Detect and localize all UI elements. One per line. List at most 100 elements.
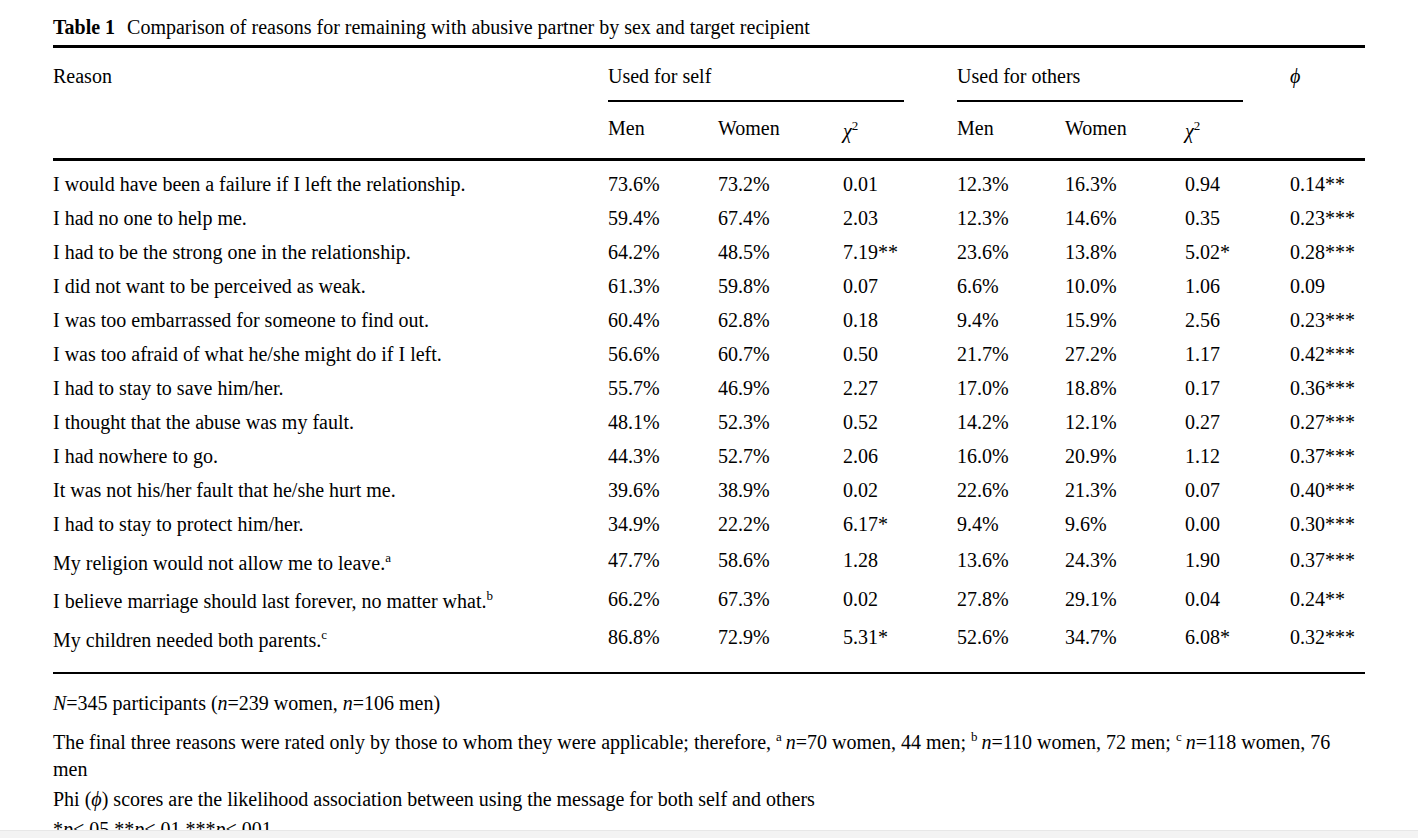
self-men-cell: 44.3% — [608, 439, 718, 473]
reason-cell: It was not his/her fault that he/she hur… — [53, 473, 608, 507]
self-women-cell: 52.3% — [718, 405, 843, 439]
self-men-cell: 60.4% — [608, 303, 718, 337]
self-chi-square-cell: 0.02 — [843, 579, 957, 618]
others-women-cell: 29.1% — [1065, 579, 1185, 618]
self-women-cell: 62.8% — [718, 303, 843, 337]
table-row: I did not want to be perceived as weak.6… — [53, 269, 1365, 303]
others-women-cell: 27.2% — [1065, 337, 1185, 371]
others-chi-square-cell: 0.27 — [1185, 405, 1290, 439]
self-women-cell: 60.7% — [718, 337, 843, 371]
others-men-cell: 16.0% — [957, 439, 1065, 473]
reason-cell: I had to stay to protect him/her. — [53, 507, 608, 541]
reason-footnote-marker: c — [321, 627, 327, 642]
table-row: I had to stay to save him/her.55.7%46.9%… — [53, 371, 1365, 405]
self-chi-square-cell: 2.03 — [843, 201, 957, 235]
others-women-cell: 21.3% — [1065, 473, 1185, 507]
self-men-cell: 66.2% — [608, 579, 718, 618]
others-women-cell: 24.3% — [1065, 541, 1185, 580]
self-men-cell: 64.2% — [608, 235, 718, 269]
phi-cell: 0.09 — [1290, 269, 1365, 303]
others-chi-square-cell: 2.56 — [1185, 303, 1290, 337]
others-women-cell: 15.9% — [1065, 303, 1185, 337]
self-women-cell: 48.5% — [718, 235, 843, 269]
reason-cell: I had no one to help me. — [53, 201, 608, 235]
self-men-cell: 73.6% — [608, 159, 718, 201]
col-header-self-women: Women — [718, 102, 843, 159]
reason-cell: I thought that the abuse was my fault. — [53, 405, 608, 439]
others-women-cell: 10.0% — [1065, 269, 1185, 303]
footnote-sample-size: N=345 participants (n=239 women, n=106 m… — [53, 689, 1365, 717]
reason-footnote-marker: a — [385, 550, 391, 565]
col-header-self-chi-square: χ2 — [843, 102, 957, 159]
phi-cell: 0.14** — [1290, 159, 1365, 201]
others-women-cell: 13.8% — [1065, 235, 1185, 269]
self-men-cell: 34.9% — [608, 507, 718, 541]
self-chi-square-cell: 0.07 — [843, 269, 957, 303]
self-women-cell: 46.9% — [718, 371, 843, 405]
reason-cell: I believe marriage should last forever, … — [53, 579, 608, 618]
table-title: Comparison of reasons for remaining with… — [127, 16, 810, 38]
table-row: I thought that the abuse was my fault.48… — [53, 405, 1365, 439]
reason-cell: I did not want to be perceived as weak. — [53, 269, 608, 303]
others-chi-square-cell: 0.00 — [1185, 507, 1290, 541]
others-men-cell: 21.7% — [957, 337, 1065, 371]
phi-cell: 0.36*** — [1290, 371, 1365, 405]
group-self-label: Used for self — [608, 65, 711, 87]
phi-cell: 0.28*** — [1290, 235, 1365, 269]
footnote-final-three-reasons: The final three reasons were rated only … — [53, 723, 1365, 784]
table-row: I would have been a failure if I left th… — [53, 159, 1365, 201]
others-chi-square-cell: 0.35 — [1185, 201, 1290, 235]
self-men-cell: 55.7% — [608, 371, 718, 405]
others-chi-square-cell: 0.17 — [1185, 371, 1290, 405]
reason-cell: I would have been a failure if I left th… — [53, 159, 608, 201]
self-women-cell: 67.4% — [718, 201, 843, 235]
self-chi-square-cell: 0.50 — [843, 337, 957, 371]
reason-cell: I had nowhere to go. — [53, 439, 608, 473]
self-women-cell: 72.9% — [718, 618, 843, 673]
others-women-cell: 34.7% — [1065, 618, 1185, 673]
reason-cell: I had to stay to save him/her. — [53, 371, 608, 405]
col-header-reason: Reason — [53, 47, 608, 160]
self-women-cell: 73.2% — [718, 159, 843, 201]
table-row: It was not his/her fault that he/she hur… — [53, 473, 1365, 507]
table-header: Reason Used for self Used for others ϕ M… — [53, 47, 1365, 160]
phi-cell: 0.27*** — [1290, 405, 1365, 439]
col-group-used-for-others: Used for others — [957, 47, 1290, 103]
self-women-cell: 67.3% — [718, 579, 843, 618]
others-men-cell: 12.3% — [957, 201, 1065, 235]
table-number: Table 1 — [53, 16, 115, 38]
phi-cell: 0.23*** — [1290, 201, 1365, 235]
others-men-cell: 52.6% — [957, 618, 1065, 673]
others-chi-square-cell: 5.02* — [1185, 235, 1290, 269]
self-men-cell: 86.8% — [608, 618, 718, 673]
page-bottom-edge — [0, 830, 1418, 838]
self-chi-square-cell: 0.02 — [843, 473, 957, 507]
others-chi-square-cell: 0.94 — [1185, 159, 1290, 201]
self-women-cell: 52.7% — [718, 439, 843, 473]
table-row: My children needed both parents.c86.8%72… — [53, 618, 1365, 673]
others-chi-square-cell: 0.04 — [1185, 579, 1290, 618]
group-others-label: Used for others — [957, 65, 1080, 87]
table-row: I had no one to help me.59.4%67.4%2.0312… — [53, 201, 1365, 235]
others-men-cell: 22.6% — [957, 473, 1065, 507]
others-women-cell: 16.3% — [1065, 159, 1185, 201]
self-chi-square-cell: 7.19** — [843, 235, 957, 269]
table-row: I had nowhere to go.44.3%52.7%2.0616.0%2… — [53, 439, 1365, 473]
others-chi-square-cell: 1.90 — [1185, 541, 1290, 580]
col-header-phi: ϕ — [1290, 47, 1365, 160]
phi-cell: 0.32*** — [1290, 618, 1365, 673]
reason-footnote-marker: b — [486, 588, 493, 603]
reason-cell: My religion would not allow me to leave.… — [53, 541, 608, 580]
others-chi-square-cell: 1.17 — [1185, 337, 1290, 371]
self-chi-square-cell: 1.28 — [843, 541, 957, 580]
phi-cell: 0.23*** — [1290, 303, 1365, 337]
self-men-cell: 47.7% — [608, 541, 718, 580]
others-men-cell: 9.4% — [957, 303, 1065, 337]
self-chi-square-cell: 0.01 — [843, 159, 957, 201]
phi-cell: 0.37*** — [1290, 541, 1365, 580]
reason-cell: I was too embarrassed for someone to fin… — [53, 303, 608, 337]
others-women-cell: 20.9% — [1065, 439, 1185, 473]
self-chi-square-cell: 0.52 — [843, 405, 957, 439]
table-body: I would have been a failure if I left th… — [53, 159, 1365, 672]
others-women-cell: 18.8% — [1065, 371, 1185, 405]
